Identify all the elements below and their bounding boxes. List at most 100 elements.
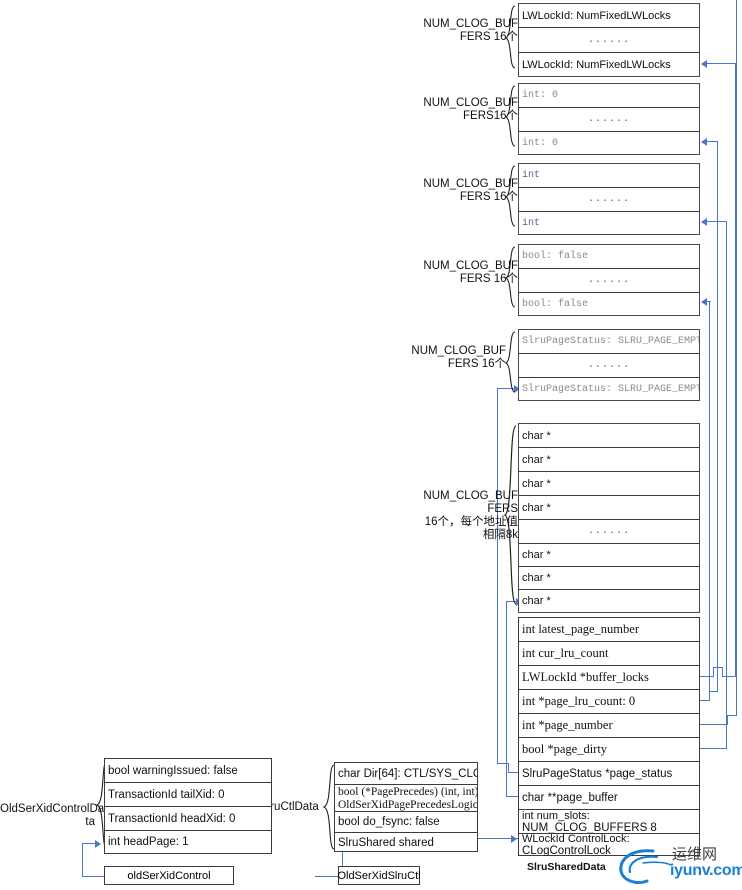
connector-page-status-h1: [508, 772, 522, 774]
field-page-buffer: char **page_buffer: [519, 786, 699, 810]
connector-oldser-instance-v: [82, 843, 84, 877]
field-buffer-locks: LWLockId *buffer_locks: [519, 666, 699, 690]
connector-page-status-v1: [508, 764, 510, 773]
watermark-logo-icon: [619, 849, 672, 885]
brace-page-lru-count: [504, 85, 516, 147]
connector-page-dirty-seg-h1: [700, 748, 727, 750]
connector-page-lru-seg-h1: [700, 700, 710, 702]
array-cell: char *: [519, 544, 699, 567]
field-control-lock-line1: WLockId ControlLock:: [522, 834, 630, 845]
connector-page-status-main-v: [497, 388, 499, 764]
connector-page-buffer-top-h: [506, 601, 518, 603]
connector-page-number-seg-h1: [700, 724, 728, 726]
connector-page-buffer-main-v: [506, 601, 508, 797]
watermark-domain-text: iyunv.com: [670, 862, 742, 879]
connector-page-lru-top-h: [707, 141, 718, 143]
connector-buffer-locks-top-h: [707, 63, 736, 65]
connector-buffer-locks-seg-h1: [700, 676, 714, 678]
group-label-page-lru-count: NUM_CLOG_BUF FERS16个: [423, 97, 518, 122]
array-cell: LWLockId: NumFixedLWLocks: [519, 4, 699, 28]
field-page-lru-count: int *page_lru_count: 0: [519, 690, 699, 714]
field-tail-xid: TransactionId tailXid: 0: [105, 783, 271, 807]
array-cell: int: 0: [519, 84, 699, 108]
field-do-fsync: bool do_fsync: false: [335, 812, 477, 833]
array-cell-ellipsis: ......: [519, 354, 699, 378]
field-latest-page-number: int latest_page_number: [519, 618, 699, 642]
connector-page-dirty-top-h2: [707, 301, 711, 303]
array-cell: char *: [519, 424, 699, 448]
array-cell: bool: false: [522, 298, 589, 310]
array-page-buffer: char * char * char * char * ...... char …: [518, 423, 700, 613]
group-label-page-number: NUM_CLOG_BUF FERS 16个: [423, 178, 518, 203]
array-page-number: int ...... int: [518, 163, 700, 235]
field-dir: char Dir[64]: CTL/SYS_CLOG: [335, 763, 477, 785]
array-buffer-locks: LWLockId: NumFixedLWLocks ...... LWLockI…: [518, 3, 700, 77]
field-cur-lru-count: int cur_lru_count: [519, 642, 699, 666]
array-cell: SlruPageStatus: SLRU_PAGE_EMPTY: [519, 330, 699, 354]
brace-page-buffer: [503, 425, 517, 605]
arrowhead-page-lru-count: [701, 138, 707, 146]
caption-slru-shared-data: SlruSharedData: [527, 861, 606, 873]
connector-page-number-main-v: [736, 0, 738, 716]
connector-oldser-instance-h1: [82, 876, 110, 878]
field-page-dirty: bool *page_dirty: [519, 738, 699, 762]
field-num-slots-line1: int num_slots:: [522, 810, 590, 822]
brace-page-dirty: [504, 246, 516, 308]
brace-page-number: [504, 165, 516, 227]
field-warning-issued: bool warningIssued: false: [105, 759, 271, 783]
array-page-lru-count: int: 0 ...... int: 0: [518, 83, 700, 155]
array-cell-ellipsis: ......: [519, 520, 699, 544]
array-cell: LWLockId: NumFixedLWLocks: [522, 58, 671, 71]
group-label-buffer-locks: NUM_CLOG_BUF FERS 16个: [423, 18, 518, 43]
array-page-dirty: bool: false ...... bool: false: [518, 244, 700, 316]
arrowhead-page-status: [514, 385, 520, 393]
array-page-status: SlruPageStatus: SLRU_PAGE_EMPTY ...... S…: [518, 329, 700, 401]
array-cell-ellipsis: ......: [519, 28, 699, 53]
connector-buffer-locks-main-v: [735, 63, 737, 677]
field-head-xid: TransactionId headXid: 0: [105, 807, 271, 831]
array-cell: char *: [519, 448, 699, 472]
field-num-slots-line2: NUM_CLOG_BUFFERS 8: [522, 821, 657, 834]
watermark: 运维网 iyunv.com: [613, 843, 742, 888]
connector-page-status-top-h: [497, 388, 516, 390]
field-page-precedes-line1: bool (*PagePrecedes) (int, int):: [338, 786, 477, 798]
arrowhead-shared-to-slrushared: [511, 835, 517, 843]
brace-buffer-locks: [504, 5, 516, 69]
connector-buffer-locks-seg-h3: [722, 676, 736, 678]
array-cell: int: [519, 164, 699, 188]
array-cell: int: 0: [522, 137, 559, 149]
field-page-precedes-line2: OldSerXidPagePrecedesLogically: [338, 798, 477, 811]
array-cell: char *: [522, 595, 551, 607]
connector-ctl-instance-v: [342, 845, 344, 877]
arrowhead-oldser-instance: [95, 840, 101, 848]
connector-page-dirty-top-h: [707, 221, 727, 223]
array-cell: char *: [519, 496, 699, 520]
connector-page-lru-seg-h2: [709, 691, 718, 693]
connector-shared-h1: [478, 838, 518, 840]
connector-buffer-locks-seg-v2: [722, 667, 724, 677]
connector-page-lru-seg-v1: [709, 692, 711, 701]
connector-page-buffer-h1: [506, 796, 522, 798]
array-cell-ellipsis: ......: [519, 108, 699, 132]
group-label-page-buffer: NUM_CLOG_BUF FERS 16个，每个地址值 相隔8k: [423, 490, 518, 541]
connector-ctl-instance-h1: [315, 876, 343, 878]
field-page-precedes: bool (*PagePrecedes) (int, int): OldSerX…: [335, 785, 477, 812]
field-page-status: SlruPageStatus *page_status: [519, 762, 699, 786]
group-label-old-ser-xid-control-data: OldSerXidControlDa ta: [0, 803, 105, 828]
array-cell-ellipsis: ......: [519, 188, 699, 212]
watermark-cn-text: 运维网: [672, 845, 718, 863]
connector-oldser-instance-h2: [82, 843, 98, 845]
connector-page-number-seg-h2: [727, 715, 737, 717]
connector-page-number-seg-v1: [727, 716, 729, 725]
instance-old-ser-xid-control: oldSerXidControl: [104, 866, 234, 885]
arrowhead-buffer-locks: [701, 60, 707, 68]
field-num-slots: int num_slots: NUM_CLOG_BUFFERS 8: [519, 810, 699, 834]
array-cell-ellipsis: ......: [519, 269, 699, 293]
array-cell: SlruPageStatus: SLRU_PAGE_EMPTY: [522, 383, 699, 395]
arrowhead-page-number: [701, 218, 707, 226]
struct-slru-ctl-data: char Dir[64]: CTL/SYS_CLOG bool (*PagePr…: [334, 762, 478, 852]
field-page-number: int *page_number: [519, 714, 699, 738]
field-control-lock: WLockId ControlLock: CLogControlLock: [519, 834, 699, 856]
brace-old-ser-xid-control-data: [95, 760, 108, 850]
struct-old-ser-xid-control-data: bool warningIssued: false TransactionId …: [104, 758, 272, 854]
